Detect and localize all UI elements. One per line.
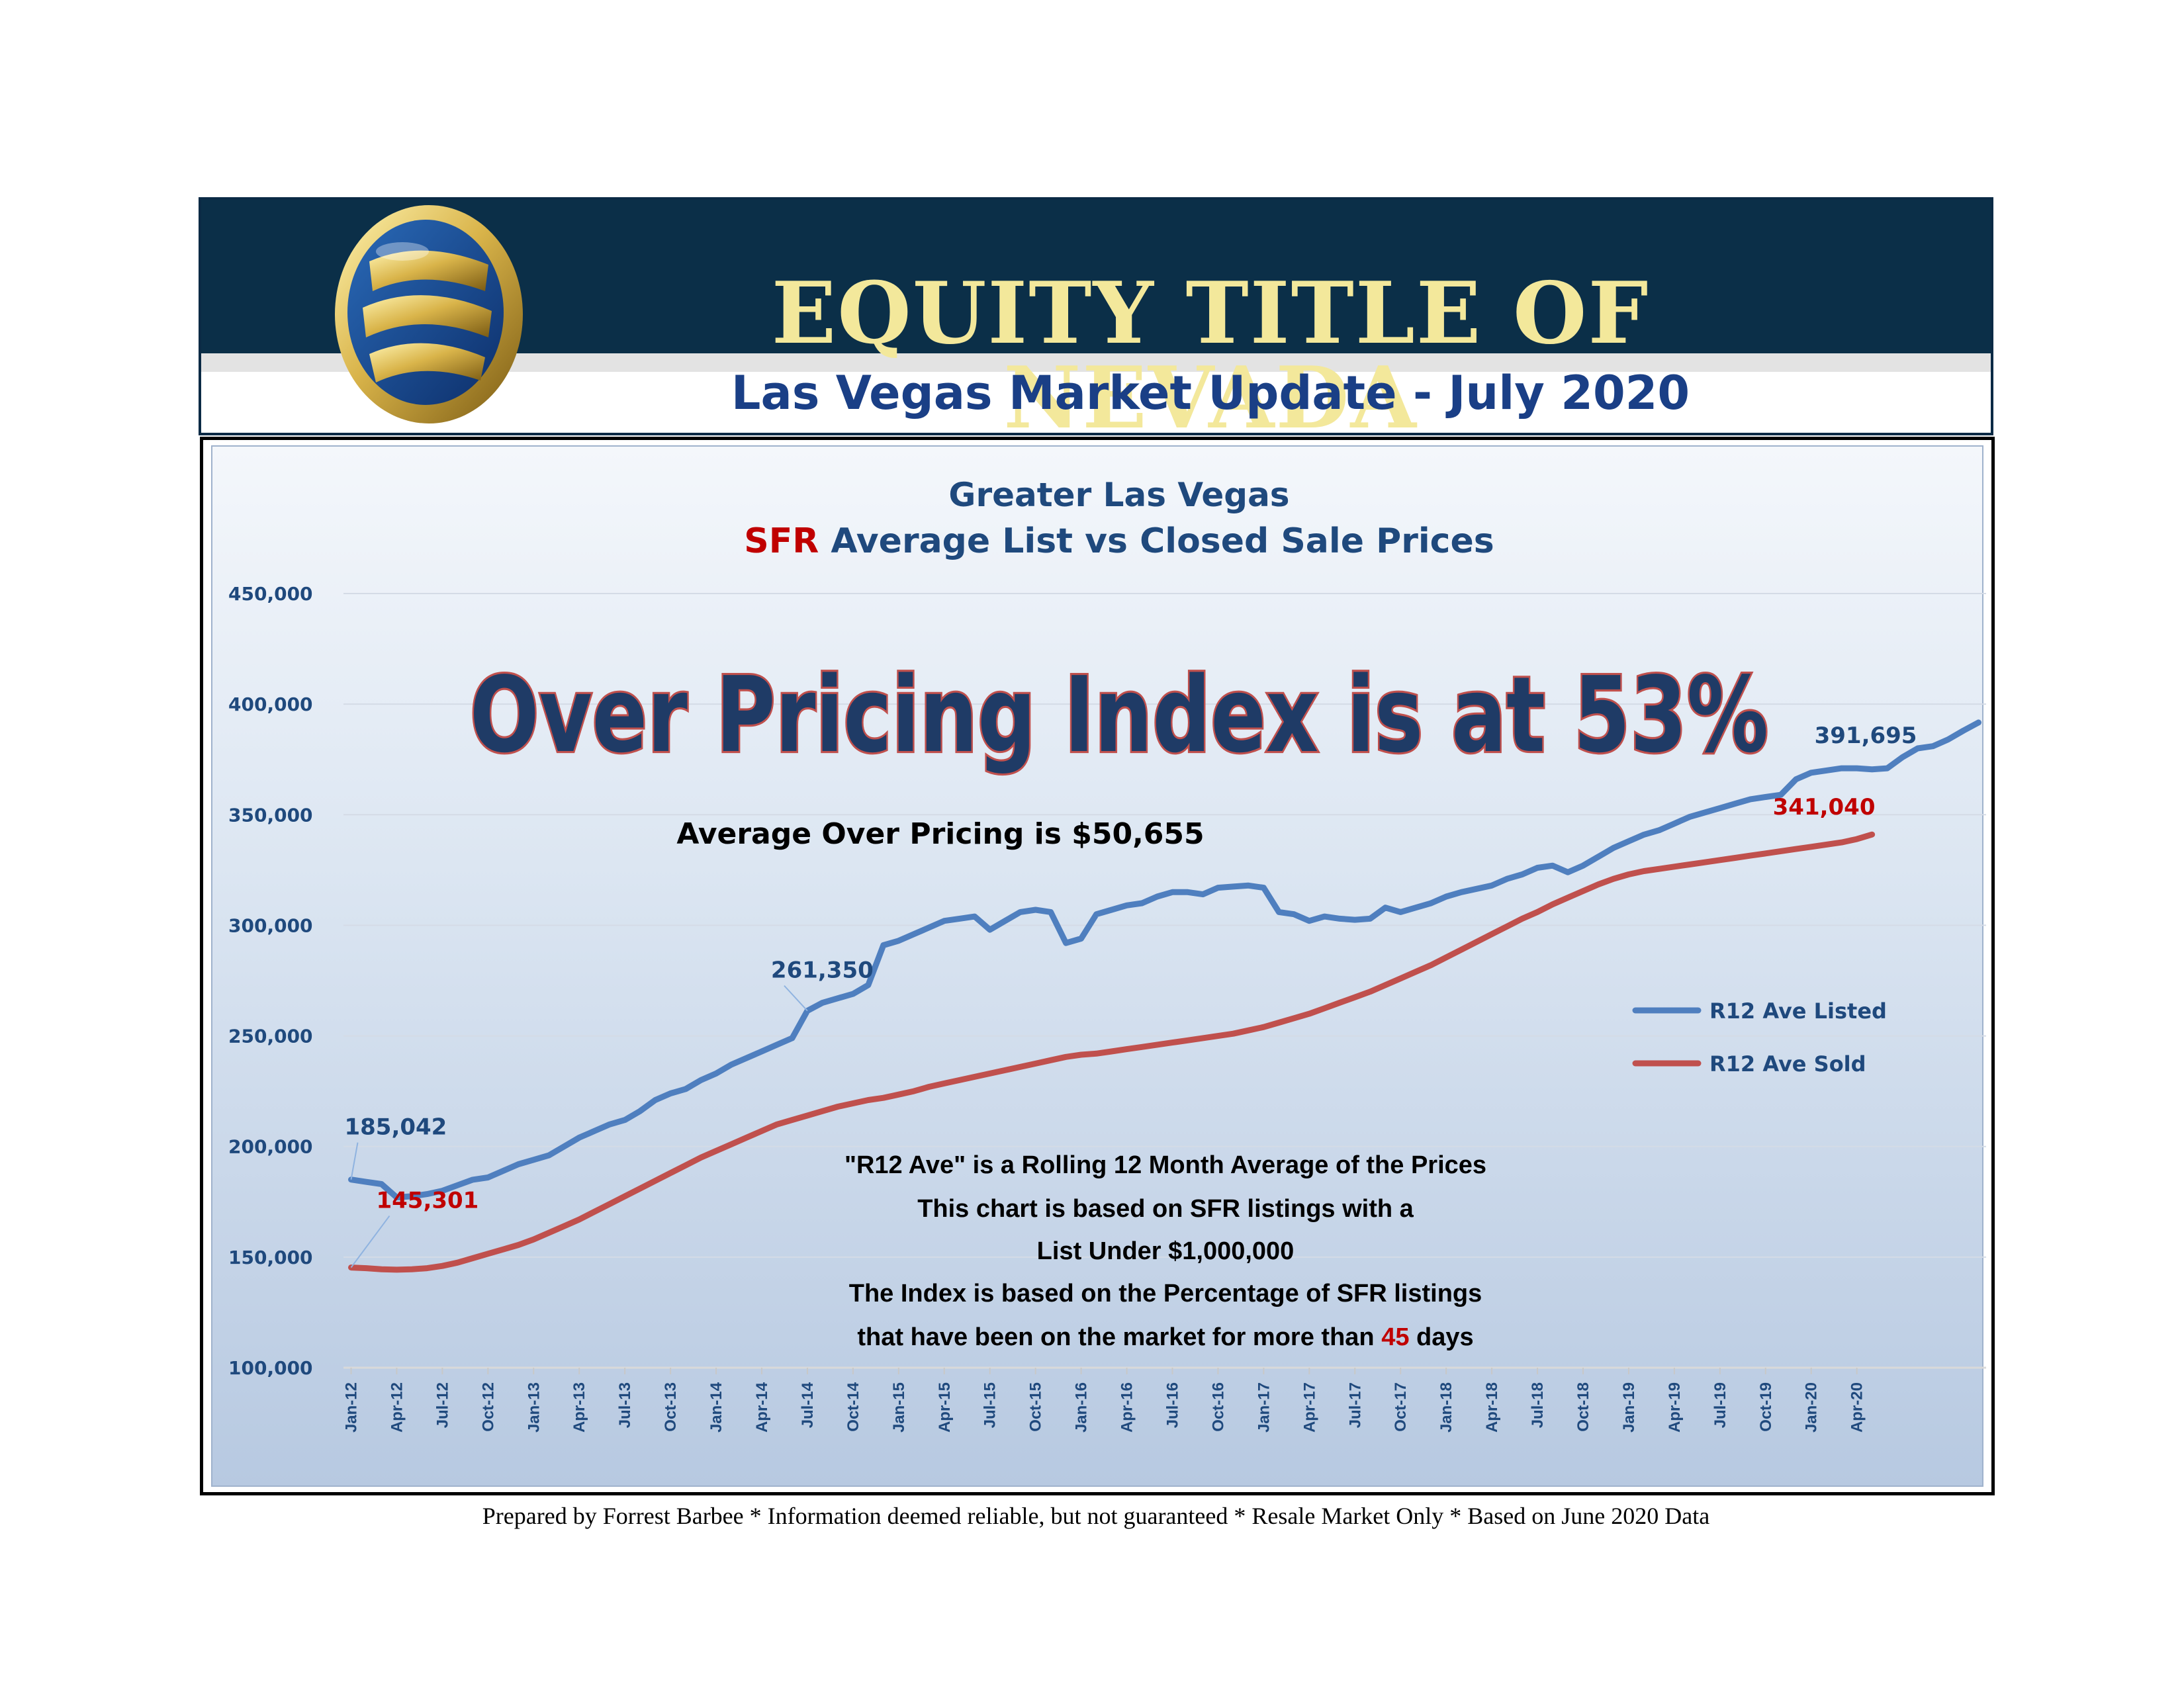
company-name: EQUITY TITLE OF NEVADA <box>771 264 1650 448</box>
legend-label-listed: R12 Ave Listed <box>1709 998 1887 1024</box>
x-tick-label: Jan-19 <box>1620 1382 1638 1433</box>
x-tick-label: Jul-18 <box>1529 1382 1547 1428</box>
headline: Over Pricing Index is at 53% <box>470 655 1768 776</box>
series-line-listed <box>348 719 1981 1201</box>
report-title: Las Vegas Market Update - July 2020 <box>731 366 1690 420</box>
data-label: 341,040 <box>1773 794 1876 820</box>
data-label-leader <box>350 1142 359 1180</box>
x-tick-label: Jul-17 <box>1346 1382 1364 1428</box>
x-tick-label: Jan-18 <box>1437 1382 1455 1433</box>
footer-disclaimer: Prepared by Forrest Barbee * Information… <box>482 1503 1710 1529</box>
data-label: 185,042 <box>344 1114 447 1141</box>
x-tick-label: Oct-19 <box>1757 1382 1775 1432</box>
chart-title-sfr: SFR <box>744 521 819 561</box>
note-line: "R12 Ave" is a Rolling 12 Month Average … <box>844 1151 1486 1179</box>
company-logo <box>335 205 523 423</box>
x-tick-label: Jul-19 <box>1711 1382 1729 1428</box>
x-tick-label: Jan-16 <box>1073 1382 1091 1433</box>
x-tick-label: Apr-18 <box>1483 1382 1501 1433</box>
x-tick-label: Oct-17 <box>1392 1382 1410 1432</box>
data-label-leader <box>350 1215 390 1268</box>
y-tick-label: 300,000 <box>228 914 313 936</box>
data-label-leader <box>784 985 808 1012</box>
chart-frame: 100,000 150,000 200,000 250,000 300,000 350,0… <box>200 437 1995 1495</box>
x-tick-label: Apr-16 <box>1118 1382 1136 1433</box>
x-tick-label: Oct-13 <box>662 1382 680 1432</box>
note-line-last: that have been on the market for more th… <box>857 1323 1473 1351</box>
x-tick-label: Apr-19 <box>1666 1382 1684 1433</box>
series-line-sold <box>348 831 1876 1273</box>
x-tick-label: Jan-17 <box>1255 1382 1273 1433</box>
legend-label-sold: R12 Ave Sold <box>1709 1051 1866 1077</box>
line-chart: 100,000 150,000 200,000 250,000 300,000 350,0… <box>228 476 1986 1433</box>
y-tick-label: 450,000 <box>228 583 313 605</box>
y-tick-label: 200,000 <box>228 1136 313 1158</box>
x-tick-label: Jul-12 <box>433 1382 451 1428</box>
x-tick-label: Apr-14 <box>753 1382 771 1433</box>
x-tick-label: Oct-14 <box>844 1382 862 1431</box>
chart-title-line2: SFR Average List vs Closed Sale Prices <box>744 521 1494 561</box>
x-tick-label: Oct-16 <box>1209 1382 1227 1432</box>
x-tick-label: Oct-15 <box>1027 1382 1045 1432</box>
y-tick-label: 400,000 <box>228 693 313 715</box>
chart-title-rest: Average List vs Closed Sale Prices <box>819 521 1494 561</box>
x-tick-label: Apr-13 <box>570 1382 588 1433</box>
data-label: 391,695 <box>1815 723 1917 749</box>
x-tick-label: Jul-13 <box>616 1382 634 1428</box>
x-tick-label: Apr-12 <box>388 1382 406 1433</box>
data-label: 261,350 <box>771 957 874 984</box>
note-last-suffix: days <box>1409 1323 1473 1351</box>
x-tick-label: Jul-14 <box>799 1382 817 1428</box>
x-tick-label: Jan-15 <box>890 1382 908 1433</box>
x-tick-label: Oct-12 <box>479 1382 497 1432</box>
x-tick-label: Jan-12 <box>342 1382 360 1433</box>
note-line: List Under $1,000,000 <box>1037 1237 1295 1265</box>
x-tick-label: Jan-20 <box>1803 1382 1821 1433</box>
x-tick-label: Jan-14 <box>707 1382 725 1433</box>
x-tick-label: Apr-15 <box>936 1382 954 1433</box>
x-tick-label: Apr-17 <box>1300 1382 1318 1433</box>
data-label: 145,301 <box>376 1188 478 1214</box>
x-tick-label: Oct-18 <box>1574 1382 1592 1432</box>
note-last-prefix: that have been on the market for more th… <box>857 1323 1381 1351</box>
y-tick-label: 250,000 <box>228 1026 313 1047</box>
y-tick-label: 100,000 <box>228 1357 313 1379</box>
y-tick-label: 350,000 <box>228 804 313 826</box>
chart-title-line1: Greater Las Vegas <box>948 476 1289 514</box>
x-tick-label: Jan-13 <box>525 1382 543 1433</box>
y-tick-label: 150,000 <box>228 1247 313 1268</box>
note-last-days: 45 <box>1381 1323 1409 1351</box>
subheadline: Average Over Pricing is $50,655 <box>676 817 1204 851</box>
x-tick-label: Apr-20 <box>1848 1382 1866 1433</box>
note-line: This chart is based on SFR listings with… <box>917 1195 1414 1223</box>
x-tick-label: Jul-16 <box>1163 1382 1181 1428</box>
chart-area: 100,000 150,000 200,000 250,000 300,000 350,0… <box>211 445 1986 1487</box>
note-line: The Index is based on the Percentage of … <box>849 1280 1482 1307</box>
x-tick-label: Jul-15 <box>981 1382 999 1428</box>
